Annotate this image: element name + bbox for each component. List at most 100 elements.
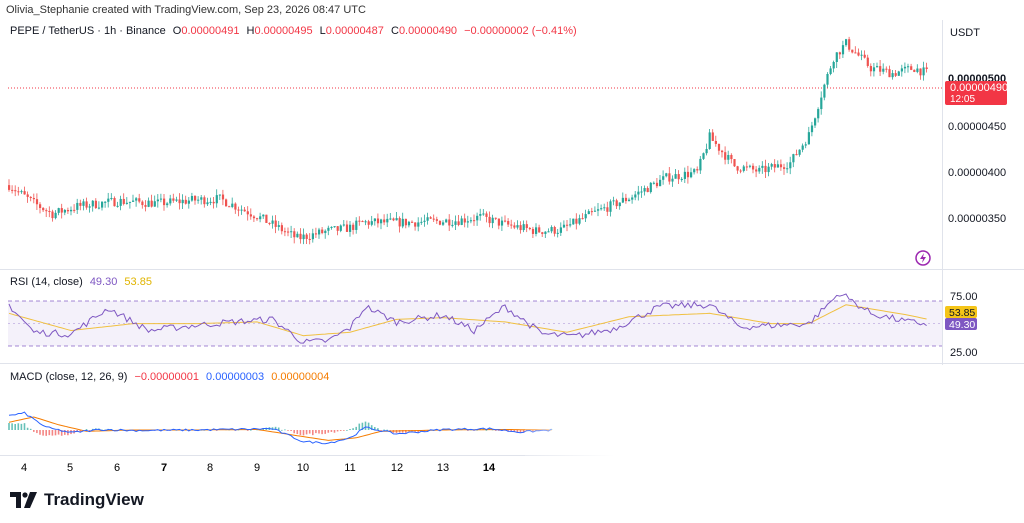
macd-histogram-bar xyxy=(315,430,317,434)
candle-body xyxy=(432,218,435,220)
macd-histogram-bar xyxy=(299,430,302,436)
candle-body xyxy=(507,221,510,225)
candle-body xyxy=(745,166,748,168)
candle-body xyxy=(463,218,466,223)
candle-body xyxy=(907,66,910,68)
high-value: 0.00000495 xyxy=(254,25,313,37)
candle-body xyxy=(448,219,451,226)
candle-body xyxy=(355,220,358,230)
candle-body xyxy=(35,199,39,205)
candle-body xyxy=(724,152,727,160)
macd-histogram-bar xyxy=(17,423,20,430)
candle-body xyxy=(414,222,417,227)
candle-body xyxy=(268,222,271,224)
macd-histogram-bar xyxy=(401,430,404,433)
candle-body xyxy=(85,201,88,208)
candle-body xyxy=(373,218,376,222)
candle-body xyxy=(606,207,609,212)
candle-body xyxy=(693,169,696,173)
symbol-label[interactable]: PEPE / TetherUS · 1h · Binance xyxy=(10,25,166,37)
macd-histogram-bar xyxy=(355,426,357,430)
candle-body xyxy=(376,218,380,224)
candle-body xyxy=(519,225,522,231)
candle-body xyxy=(231,203,234,207)
macd-histogram-bar xyxy=(287,430,289,431)
macd-histogram-bar xyxy=(48,430,51,436)
candle-body xyxy=(392,218,395,221)
candle-body xyxy=(528,228,531,230)
macd-histogram-bar xyxy=(417,430,419,433)
chart-credit: Olivia_Stephanie created with TradingVie… xyxy=(6,4,366,16)
time-label: 11 xyxy=(344,462,355,474)
candle-body xyxy=(42,207,45,211)
candle-body xyxy=(494,217,497,219)
candle-body xyxy=(894,73,897,76)
candle-body xyxy=(804,144,807,146)
last-price-value: 0.00000490 xyxy=(950,82,1008,94)
candle-body xyxy=(649,182,652,193)
candle-body xyxy=(913,69,916,72)
candle-body xyxy=(652,182,655,184)
macd-histogram-bar xyxy=(321,430,323,435)
candle-body xyxy=(857,52,860,56)
candle-body xyxy=(435,219,438,221)
candle-body xyxy=(677,174,680,180)
candle-body xyxy=(717,143,721,151)
candle-body xyxy=(324,230,327,234)
candle-body xyxy=(541,232,544,234)
candle-body xyxy=(600,208,603,210)
macd-layer xyxy=(8,411,553,445)
rsi-label[interactable]: RSI (14, close) xyxy=(10,276,83,288)
candle-body xyxy=(838,52,841,55)
candle-body xyxy=(45,210,48,212)
price-legend: PEPE / TetherUS · 1h · Binance O0.000004… xyxy=(10,25,581,37)
macd-histogram-bar xyxy=(8,422,10,430)
candle-body xyxy=(339,225,342,231)
candle-body xyxy=(755,169,758,172)
candle-body xyxy=(733,159,736,167)
candle-body xyxy=(23,191,26,195)
candle-body xyxy=(314,233,318,235)
close-value: 0.00000490 xyxy=(398,25,458,37)
candle-body xyxy=(175,199,178,201)
macd-histogram-bar xyxy=(57,430,60,435)
candle-body xyxy=(361,221,364,223)
macd-histogram-bar xyxy=(463,428,466,430)
lightning-icon[interactable] xyxy=(915,250,931,266)
candle-body xyxy=(500,220,504,226)
macd-histogram-bar xyxy=(327,430,330,433)
candle-body xyxy=(829,68,832,74)
candle-body xyxy=(491,217,494,224)
macd-histogram-bar xyxy=(349,428,351,430)
candle-body xyxy=(113,197,116,207)
macd-histogram-bar xyxy=(277,427,280,430)
candle-body xyxy=(39,204,42,208)
time-label: 4 xyxy=(21,462,27,474)
candle-body xyxy=(190,196,194,201)
price-tick: 0.00000450 xyxy=(948,121,1006,133)
candle-body xyxy=(367,221,370,225)
candle-body xyxy=(321,229,324,234)
candle-body xyxy=(293,231,296,238)
candle-body xyxy=(352,224,355,230)
macd-histogram-bar xyxy=(485,429,488,431)
candle-body xyxy=(823,84,826,98)
macd-fade-overlay xyxy=(525,365,970,475)
candle-body xyxy=(203,197,206,205)
macd-label[interactable]: MACD (close, 12, 26, 9) xyxy=(10,371,128,383)
macd-histogram-bar xyxy=(494,430,497,431)
candle-body xyxy=(779,164,783,168)
time-label: 8 xyxy=(207,462,213,474)
candle-body xyxy=(476,215,479,221)
tradingview-logo-icon xyxy=(10,492,37,508)
rsi-ma-badge-value: 53.85 xyxy=(949,307,975,319)
candle-body xyxy=(200,197,203,200)
macd-histogram-bar xyxy=(352,428,354,430)
rsi-value: 49.30 xyxy=(89,276,118,288)
macd-histogram-bar xyxy=(513,430,516,433)
candle-body xyxy=(748,165,752,167)
candle-body xyxy=(882,68,885,72)
candle-body xyxy=(674,174,677,179)
tradingview-logo[interactable]: TradingView xyxy=(10,490,144,510)
